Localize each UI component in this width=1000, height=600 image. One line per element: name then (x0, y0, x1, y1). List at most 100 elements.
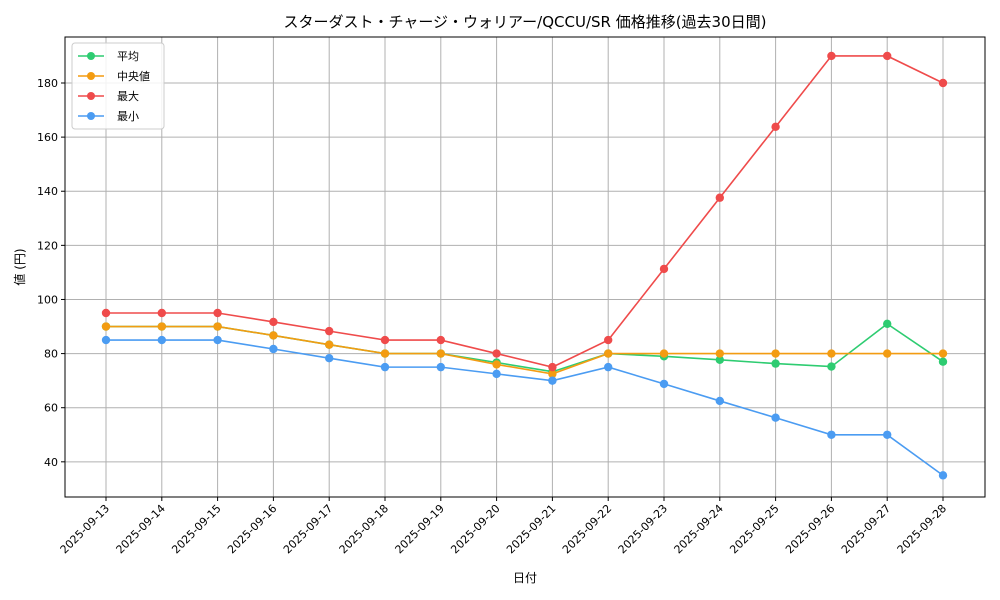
data-point (771, 359, 780, 368)
data-point (548, 376, 557, 385)
data-point (883, 349, 892, 358)
data-point (436, 362, 445, 372)
data-point (380, 349, 390, 358)
data-point (101, 335, 111, 345)
series-3 (101, 335, 948, 480)
data-point (938, 357, 948, 366)
y-tick-label: 140 (37, 185, 58, 198)
y-tick-label: 80 (44, 348, 58, 361)
data-point (325, 353, 334, 363)
data-point (604, 335, 613, 345)
data-point (883, 430, 892, 439)
data-point (548, 369, 557, 379)
series-line (106, 322, 944, 373)
data-point (157, 308, 166, 318)
data-point (771, 122, 780, 132)
legend-marker (87, 52, 95, 60)
x-tick-label: 2025-09-27 (839, 502, 893, 556)
x-tick-label: 2025-09-15 (169, 502, 223, 556)
y-tick-label: 40 (44, 456, 58, 469)
y-tick-label: 100 (37, 293, 58, 306)
data-point (659, 379, 669, 389)
data-point (771, 349, 780, 358)
data-point (659, 264, 669, 274)
data-point (101, 308, 111, 318)
legend-marker (87, 92, 95, 100)
data-point (325, 340, 334, 349)
x-tick-label: 2025-09-13 (58, 502, 112, 556)
series-1 (101, 322, 948, 379)
data-point (492, 369, 501, 379)
data-point (548, 362, 557, 372)
grid (65, 37, 985, 497)
data-point (380, 335, 390, 345)
data-point (269, 317, 278, 327)
chart-title: スターダスト・チャージ・ウォリアー/QCCU/SR 価格推移(過去30日間) (284, 13, 767, 31)
x-tick-label: 2025-09-25 (727, 502, 781, 556)
x-tick-label: 2025-09-16 (225, 502, 279, 556)
data-point (827, 430, 836, 439)
data-point (436, 335, 445, 345)
x-tick-label: 2025-09-21 (504, 502, 558, 556)
data-point (883, 51, 892, 61)
series-layer (101, 51, 948, 480)
data-point (157, 322, 166, 331)
data-point (827, 362, 836, 371)
x-tick-label: 2025-09-24 (672, 502, 726, 556)
legend-label: 平均 (117, 50, 139, 63)
x-tick-label: 2025-09-22 (560, 502, 614, 556)
data-point (938, 471, 948, 480)
data-point (715, 193, 724, 202)
y-tick-label: 160 (37, 131, 58, 144)
plot-frame (64, 36, 986, 498)
series-2 (101, 51, 948, 372)
x-tick-label: 2025-09-14 (114, 502, 168, 556)
series-line (106, 325, 943, 375)
y-tick-label: 180 (37, 77, 58, 90)
x-tick-label: 2025-09-26 (783, 502, 837, 556)
x-axis: 2025-09-13 2025-09-14 2025-09-15 2025-09-16… (58, 497, 949, 556)
data-point (157, 335, 166, 345)
x-tick-label: 2025-09-17 (281, 502, 335, 556)
legend-label: 中央値 (117, 70, 150, 83)
data-point (325, 326, 334, 336)
y-axis-label: 値 (円) (12, 248, 27, 285)
data-point (771, 413, 780, 422)
data-point (827, 51, 836, 61)
data-point (883, 319, 892, 329)
data-point (659, 349, 669, 358)
series-line (106, 339, 944, 476)
data-point (213, 308, 222, 318)
data-point (492, 349, 501, 358)
legend-label: 最小 (117, 110, 139, 123)
x-tick-label: 2025-09-23 (616, 502, 670, 556)
x-axis-label: 日付 (513, 571, 537, 585)
data-point (604, 362, 613, 372)
x-tick-label: 2025-09-28 (895, 502, 949, 556)
data-point (269, 344, 278, 354)
data-point (213, 322, 222, 331)
y-axis: 40 60 80 100 120 140 160 180 (37, 77, 65, 469)
data-point (715, 396, 724, 406)
data-point (436, 349, 445, 358)
data-point (938, 78, 948, 88)
data-point (380, 362, 390, 372)
data-point (101, 322, 111, 331)
legend-label: 最大 (117, 89, 139, 103)
x-tick-label: 2025-09-18 (337, 502, 391, 556)
y-tick-label: 60 (44, 402, 58, 415)
data-point (715, 349, 724, 358)
data-point (269, 331, 278, 340)
data-point (938, 349, 948, 358)
legend-box (71, 42, 165, 130)
data-point (604, 349, 613, 358)
x-tick-label: 2025-09-20 (448, 502, 502, 556)
y-tick-label: 120 (37, 239, 58, 252)
data-point (827, 349, 836, 358)
legend-marker (87, 72, 95, 80)
legend-marker (87, 112, 95, 120)
x-tick-label: 2025-09-19 (393, 502, 447, 556)
data-point (213, 335, 222, 345)
